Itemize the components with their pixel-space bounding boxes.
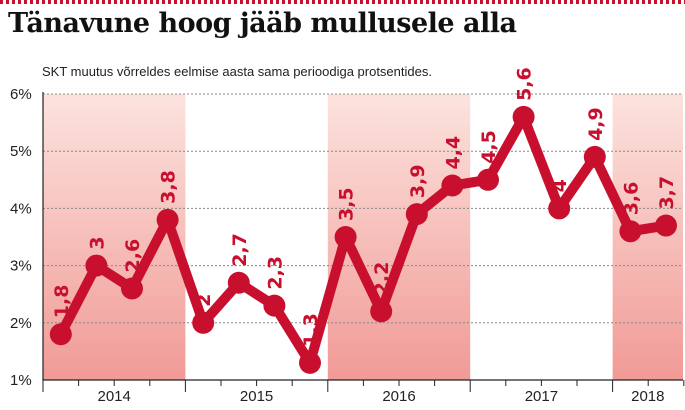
data-label: 3 — [86, 236, 108, 249]
header-stripe — [0, 0, 685, 4]
chart-title: Tänavune hoog jääb mullusele alla — [8, 8, 517, 39]
data-label: 4 — [549, 179, 571, 192]
data-point — [441, 174, 464, 197]
data-label: 3,8 — [158, 170, 180, 204]
data-label: 3,9 — [407, 164, 429, 198]
data-label: 3,6 — [620, 182, 642, 216]
data-label: 2,6 — [122, 239, 144, 273]
data-label: 4,5 — [478, 130, 500, 164]
data-point — [227, 271, 250, 294]
data-label: 2,2 — [371, 262, 393, 296]
y-tick-label: 3% — [10, 258, 32, 275]
data-point — [299, 351, 321, 374]
data-label: 2 — [193, 294, 215, 307]
x-year-label: 2018 — [631, 388, 664, 405]
data-point — [477, 168, 499, 191]
data-label: 2,3 — [264, 256, 286, 290]
x-year-label: 2014 — [98, 388, 131, 405]
data-point — [121, 277, 143, 300]
data-label: 3,7 — [656, 176, 678, 210]
data-point — [512, 105, 535, 128]
y-tick-label: 2% — [10, 315, 32, 332]
x-year-label: 2016 — [382, 388, 415, 405]
data-point — [334, 226, 357, 248]
y-tick-label: 5% — [10, 143, 32, 160]
data-point — [583, 145, 606, 168]
data-point — [263, 294, 286, 317]
data-point — [192, 311, 215, 334]
data-point — [370, 300, 393, 323]
y-tick-label: 6% — [10, 86, 32, 103]
data-label: 1,3 — [300, 313, 322, 347]
data-point — [85, 254, 108, 277]
data-point — [49, 323, 72, 346]
data-label: 4,9 — [585, 107, 607, 141]
data-point — [548, 197, 571, 220]
data-label: 3,5 — [336, 187, 358, 221]
data-label: 5,6 — [514, 67, 536, 101]
data-label: 2,7 — [229, 233, 251, 267]
x-year-label: 2015 — [240, 388, 273, 405]
data-label: 1,8 — [51, 285, 73, 319]
x-year-label: 2017 — [525, 388, 558, 405]
y-tick-label: 1% — [10, 372, 32, 389]
chart-subtitle: SKT muutus võrreldes eelmise aasta sama … — [42, 64, 432, 79]
data-point — [156, 208, 179, 231]
data-point — [405, 203, 428, 226]
data-point — [655, 214, 677, 237]
data-point — [619, 220, 642, 243]
data-label: 4,4 — [442, 136, 464, 170]
y-tick-label: 4% — [10, 200, 32, 217]
